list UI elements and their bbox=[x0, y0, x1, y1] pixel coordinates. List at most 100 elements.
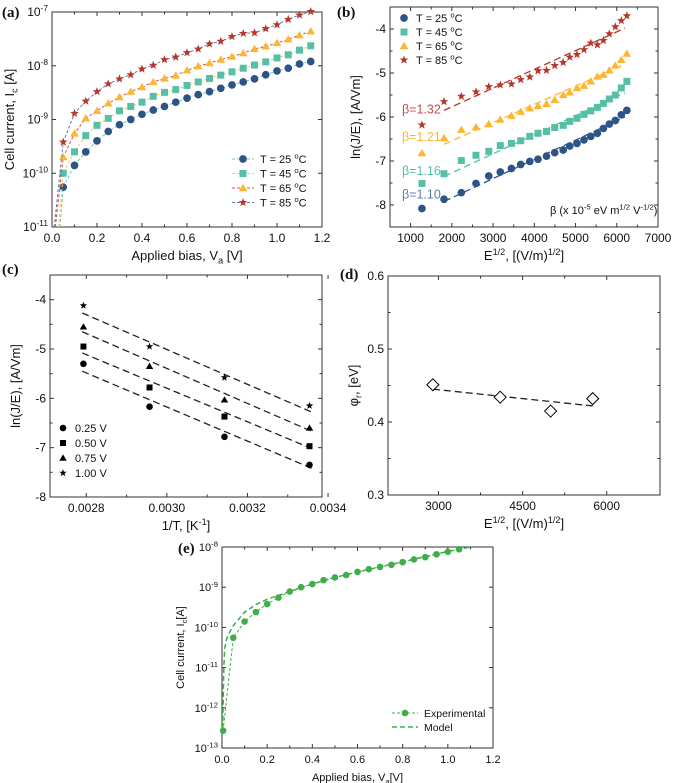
legend-label: T = 85 oC bbox=[416, 53, 463, 67]
data-point bbox=[558, 57, 568, 67]
data-point bbox=[550, 60, 560, 70]
data-point bbox=[92, 106, 102, 114]
data-point bbox=[216, 55, 226, 63]
data-point bbox=[516, 160, 525, 169]
y-tick-label: 0.5 bbox=[367, 342, 384, 356]
panel-label: (b) bbox=[337, 5, 355, 21]
data-point bbox=[284, 51, 292, 59]
data-point bbox=[306, 443, 313, 450]
data-point bbox=[610, 61, 620, 69]
data-point bbox=[70, 161, 79, 170]
x-tick-label: 0.6 bbox=[350, 754, 365, 766]
data-point bbox=[572, 83, 582, 92]
data-point bbox=[138, 98, 146, 106]
data-point bbox=[93, 137, 101, 145]
x-tick-label: 0.4 bbox=[305, 754, 320, 766]
data-point bbox=[283, 14, 293, 24]
legend-label: 1.00 V bbox=[75, 468, 107, 480]
legend-label: T = 25 oC bbox=[260, 152, 307, 166]
annotation: β (x 10-5 eV m1/2 V-1/2) bbox=[550, 202, 657, 216]
data-point bbox=[182, 48, 192, 57]
data-point bbox=[71, 148, 78, 156]
x-axis-title: E1/2, [(V/m)1/2] bbox=[484, 247, 564, 263]
y-tick-label: 10-11 bbox=[195, 660, 218, 674]
data-point bbox=[611, 116, 620, 125]
x-tick-label: 0.0030 bbox=[149, 501, 186, 515]
x-tick-label: 4000 bbox=[521, 231, 548, 245]
legend-item: T = 85 oC bbox=[232, 195, 307, 210]
data-point bbox=[533, 101, 543, 110]
data-point bbox=[542, 128, 550, 136]
data-point bbox=[550, 148, 559, 157]
y-tick-label: -4 bbox=[375, 22, 386, 36]
legend-item: T = 45 oC bbox=[232, 166, 307, 181]
series-0 bbox=[426, 378, 600, 418]
data-point bbox=[80, 343, 87, 350]
x-tick-label: 1.0 bbox=[269, 231, 286, 245]
x-tick-label: 6000 bbox=[603, 231, 630, 245]
y-axis-title: Cell current, Ic [A] bbox=[2, 69, 19, 170]
data-point bbox=[444, 548, 452, 556]
series-2 bbox=[79, 323, 314, 432]
x-tick-label: 3000 bbox=[425, 499, 452, 513]
data-point bbox=[115, 120, 124, 129]
data-point bbox=[623, 106, 631, 115]
series-1 bbox=[221, 546, 471, 729]
data-point bbox=[250, 75, 259, 83]
data-point bbox=[160, 102, 169, 111]
y-tick-label: 0.6 bbox=[367, 269, 384, 283]
data-point bbox=[507, 139, 515, 147]
y-tick-label: 10-8 bbox=[199, 540, 218, 554]
data-point bbox=[622, 11, 632, 20]
data-point bbox=[273, 67, 281, 75]
legend-item: 1.00 V bbox=[59, 468, 107, 480]
data-point bbox=[586, 132, 595, 141]
data-point bbox=[251, 61, 258, 69]
data-point bbox=[440, 195, 448, 204]
data-point bbox=[516, 107, 526, 115]
data-point bbox=[261, 70, 270, 79]
annotation: β=1.16 bbox=[402, 164, 441, 178]
fit-line bbox=[443, 27, 626, 111]
x-tick-label: 0.0028 bbox=[68, 501, 105, 515]
legend-marker bbox=[238, 183, 248, 192]
data-point bbox=[263, 600, 271, 608]
x-tick-label: 0.0 bbox=[44, 231, 61, 245]
legend: T = 25 oCT = 45 oCT = 65 oCT = 85 oC bbox=[232, 152, 307, 210]
data-point bbox=[127, 102, 135, 110]
data-point bbox=[193, 62, 203, 70]
data-point bbox=[559, 146, 568, 154]
data-point bbox=[496, 168, 505, 176]
data-point bbox=[573, 114, 581, 122]
data-point bbox=[160, 74, 169, 82]
y-tick-label: 10-10 bbox=[195, 620, 218, 634]
data-point bbox=[216, 36, 226, 45]
data-point bbox=[484, 172, 493, 180]
series-0 bbox=[418, 106, 631, 213]
y-tick-label: -4 bbox=[35, 293, 46, 307]
data-point bbox=[550, 95, 560, 103]
data-point bbox=[146, 384, 153, 391]
data-point bbox=[587, 107, 595, 115]
data-point bbox=[439, 97, 449, 106]
data-point bbox=[171, 71, 181, 79]
data-point bbox=[220, 373, 229, 381]
data-point bbox=[418, 204, 426, 213]
y-tick-label: -7 bbox=[375, 154, 386, 168]
data-point bbox=[471, 122, 481, 131]
data-point bbox=[440, 170, 448, 178]
x-tick-label: 0.2 bbox=[260, 754, 275, 766]
data-point bbox=[148, 77, 158, 86]
data-point bbox=[70, 108, 79, 118]
legend-item: 0.25 V bbox=[59, 423, 107, 435]
legend-label: T = 45 oC bbox=[416, 25, 463, 39]
y-tick-label: 10-13 bbox=[195, 741, 218, 755]
data-point bbox=[79, 301, 88, 309]
y-tick-label: -5 bbox=[35, 342, 46, 356]
data-point bbox=[58, 152, 68, 161]
data-point bbox=[559, 121, 567, 129]
data-point bbox=[586, 38, 596, 47]
data-point bbox=[526, 132, 534, 140]
data-point bbox=[250, 28, 259, 37]
data-point bbox=[273, 54, 281, 62]
